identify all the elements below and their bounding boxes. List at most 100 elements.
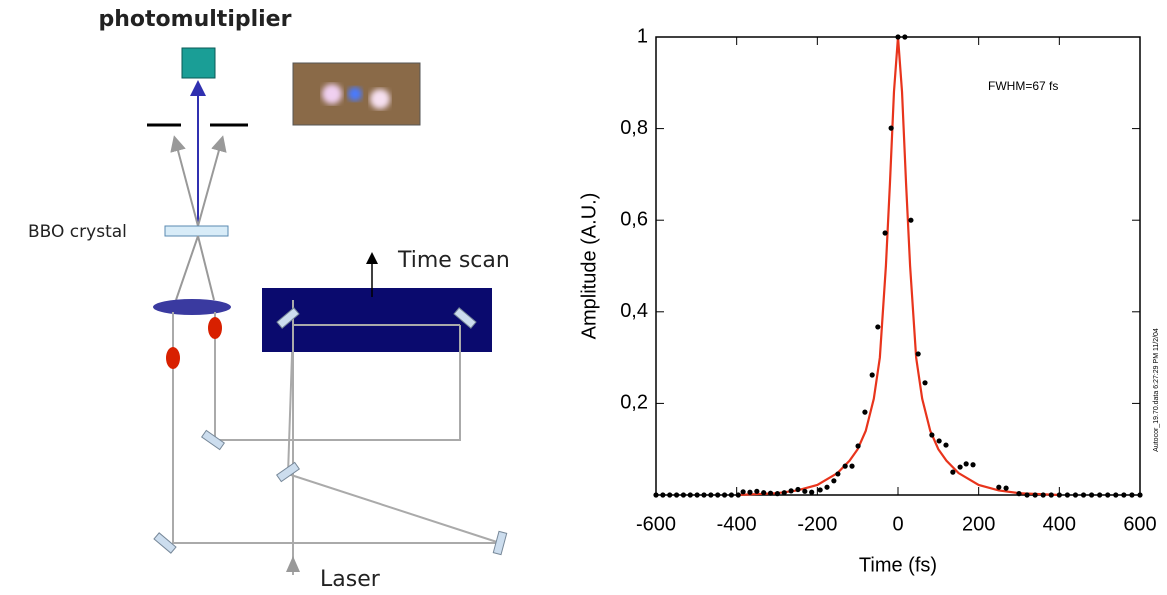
label-crystal: BBO crystal [28, 222, 127, 242]
data-point [849, 463, 855, 469]
data-point [902, 34, 908, 40]
data-point [895, 34, 901, 40]
data-point [802, 488, 808, 494]
data-point [673, 492, 680, 498]
data-point [936, 438, 942, 444]
data-point [1024, 492, 1030, 498]
data-point [922, 380, 928, 386]
detector [181, 47, 216, 79]
x-tick-label: 200 [962, 513, 995, 535]
mirror [453, 307, 477, 329]
y-axis-title: Amplitude (A.U.) [578, 193, 600, 340]
label-photomultiplier: photomultiplier [99, 7, 292, 32]
setup-diagram: photomultiplier BBO crystal Time scan La… [28, 7, 510, 592]
data-point [929, 432, 935, 438]
data-point [831, 478, 837, 484]
data-point [817, 487, 823, 493]
data-point [1016, 491, 1022, 497]
data-point [882, 230, 888, 236]
data-point [653, 492, 659, 498]
data-point [1040, 492, 1046, 498]
data-point [735, 492, 741, 498]
data-point [774, 491, 781, 497]
data-point [1080, 492, 1087, 498]
data-point [875, 324, 881, 330]
data-point [1003, 485, 1009, 491]
data-point [1137, 492, 1143, 498]
data-point [1032, 492, 1038, 498]
delay-stage [262, 288, 492, 352]
x-tick-label: 0 [892, 513, 903, 535]
data-point [667, 492, 673, 498]
data-point [701, 492, 707, 498]
plot-frame [655, 36, 1141, 496]
pulse [208, 317, 222, 339]
pulse [166, 347, 180, 369]
y-tick-label: 1 [637, 25, 648, 47]
beam [170, 135, 199, 227]
data-point [761, 490, 767, 496]
data-point [728, 492, 735, 498]
data-point [1113, 492, 1119, 498]
label-laser: Laser [320, 567, 381, 592]
data-point [842, 463, 848, 469]
data-point [996, 484, 1002, 490]
data-point [660, 492, 666, 498]
y-tick-label: 0,8 [620, 117, 648, 139]
x-tick-label: 600 [1123, 513, 1156, 535]
data-point [680, 492, 687, 498]
label-scan: Time scan [397, 248, 510, 273]
data-point [1048, 492, 1054, 498]
x-tick-label: 400 [1043, 513, 1076, 535]
data-point [767, 490, 774, 496]
side-note: Autocor_19.70.data 6:27:29 PM 11/2/04 [1153, 328, 1160, 452]
data-point [715, 492, 721, 498]
spot [370, 89, 390, 109]
data-point [694, 492, 700, 498]
data-point [970, 462, 976, 468]
beam [197, 135, 227, 227]
data-point [862, 409, 868, 415]
data-point [963, 461, 969, 467]
data-point [1072, 492, 1079, 498]
mirror [492, 530, 508, 556]
y-tick-label: 0,4 [620, 300, 648, 322]
data-point [888, 125, 894, 131]
mirror [200, 429, 226, 451]
data-point [1089, 492, 1095, 498]
data-point [809, 489, 815, 495]
data-point [915, 351, 921, 357]
data-point [950, 469, 956, 475]
data-point [1064, 492, 1070, 498]
data-point [957, 464, 963, 470]
y-tick-label: 0,2 [620, 392, 648, 414]
data-point [869, 372, 875, 378]
mirror [276, 307, 300, 329]
x-tick-label: -600 [636, 513, 676, 535]
data-point [740, 489, 746, 495]
data-point [908, 217, 914, 223]
crystal [164, 225, 229, 237]
beam [175, 235, 215, 301]
mirror [275, 461, 301, 483]
data-point [708, 492, 714, 498]
y-tick-label: 0,6 [620, 208, 648, 230]
x-tick-label: -400 [717, 513, 757, 535]
data-point [824, 484, 830, 490]
data-point [747, 489, 753, 495]
data-point [795, 486, 801, 493]
data-point [788, 488, 794, 494]
data-point [855, 443, 861, 449]
data-point [1121, 492, 1127, 498]
x-axis-title: Time (fs) [859, 554, 937, 576]
mirror [153, 532, 177, 554]
data-point [781, 490, 787, 496]
fit-line [736, 36, 1060, 497]
spot [348, 87, 362, 101]
spot [322, 84, 342, 104]
data-point [1105, 492, 1111, 498]
data-point [1056, 492, 1062, 498]
lens [153, 299, 231, 315]
data-point [835, 471, 841, 477]
